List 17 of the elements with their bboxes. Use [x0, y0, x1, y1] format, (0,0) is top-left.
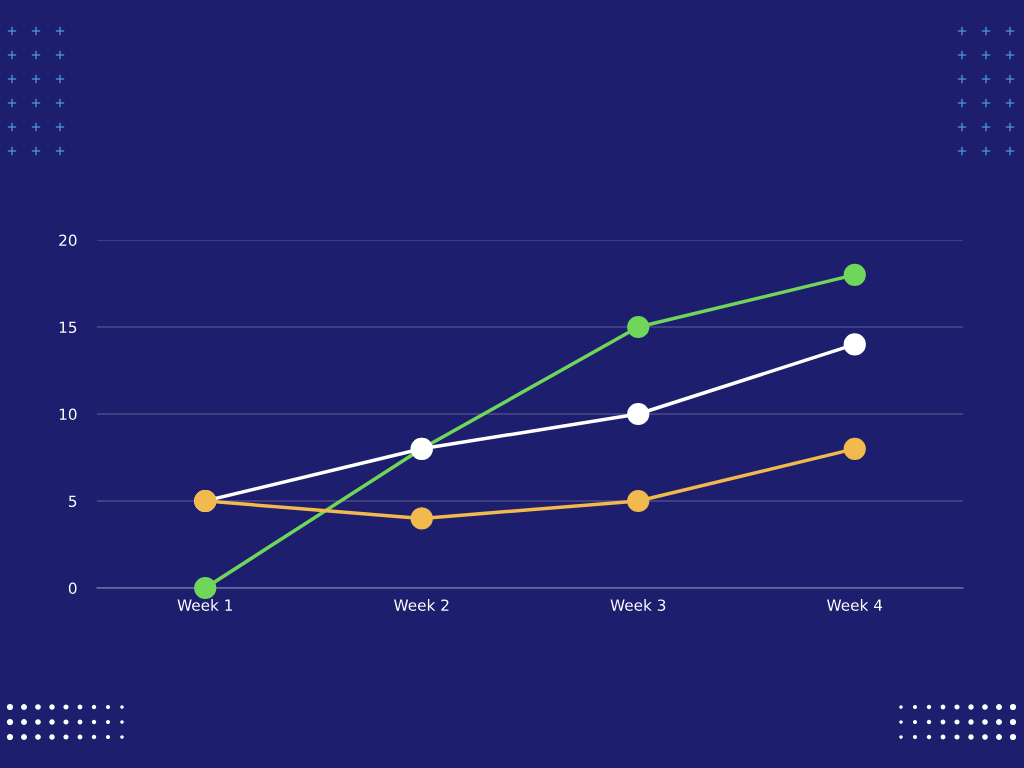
point	[843, 263, 866, 286]
point	[194, 576, 217, 600]
x-tick-label: Week 4	[827, 599, 883, 611]
point	[843, 437, 866, 460]
point	[410, 507, 433, 530]
point	[843, 333, 866, 356]
point	[627, 402, 650, 426]
x-tick-label: Week 3	[610, 599, 666, 611]
y-tick-label: 10	[59, 408, 77, 421]
y-tick-label: 15	[59, 321, 77, 334]
x-tick-label: Week 1	[177, 599, 233, 611]
point	[627, 489, 650, 513]
x-tick-label: Week 2	[394, 599, 449, 611]
y-tick-label: 0	[68, 582, 77, 595]
y-tick-label: 5	[69, 495, 77, 508]
y-tick-label: 20	[59, 234, 77, 247]
point	[627, 315, 650, 339]
